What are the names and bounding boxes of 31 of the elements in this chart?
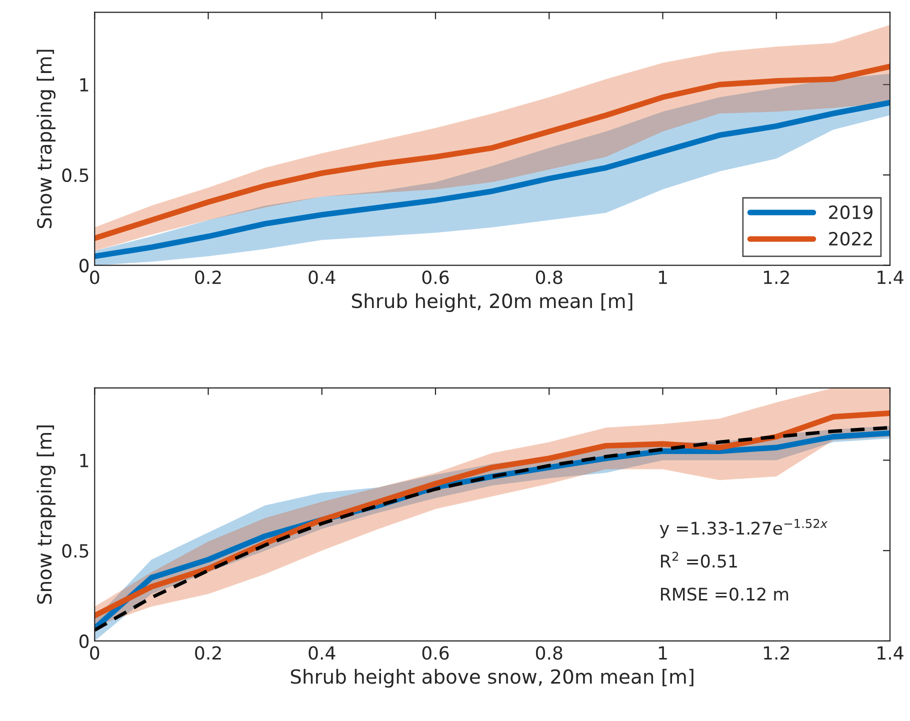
x-tick-label: 1.4 [878,270,904,284]
x-tick-label: 0.2 [195,646,221,660]
y-axis-title: Snow trapping [m] [36,425,56,604]
x-tick-label: 0.2 [195,270,221,284]
x-tick-label: 0.8 [536,270,562,284]
x-tick-label: 0.8 [536,646,562,660]
y-tick-label: 0 [79,258,89,272]
legend-label: 2019 [829,205,872,220]
annotation: y =1.33-1.27e$^{−1.52x}$ [660,518,828,538]
legend-label: 2022 [829,232,872,246]
y-tick-label: 0.5 [62,544,88,558]
x-axis-title: Shrub height above snow, 20m mean [m] [290,668,694,688]
x-tick-label: 0 [90,646,100,660]
y-tick-label: 0 [79,634,89,648]
y-tick-label: 0.5 [62,168,88,182]
x-tick-label: 0.6 [422,270,449,284]
x-tick-label: 1.4 [878,646,904,660]
annotation: RMSE =0.12 m [661,588,788,601]
x-tick-label: 1 [658,270,667,284]
x-tick-label: 0.4 [308,646,336,660]
x-tick-label: 0.4 [308,270,336,284]
y-tick-label: 1 [80,78,88,92]
x-tick-label: 1 [658,646,667,660]
x-tick-label: 1.2 [764,270,789,284]
x-axis-title: Shrub height, 20m mean [m] [352,293,632,312]
y-tick-label: 1 [80,454,88,468]
x-tick-label: 1.2 [764,646,789,660]
x-tick-label: 0.6 [422,646,449,660]
y-axis-title: Snow trapping [m] [36,50,56,228]
x-tick-label: 0 [90,270,100,284]
annotation: R$^{2}$ =0.51 [661,552,737,568]
